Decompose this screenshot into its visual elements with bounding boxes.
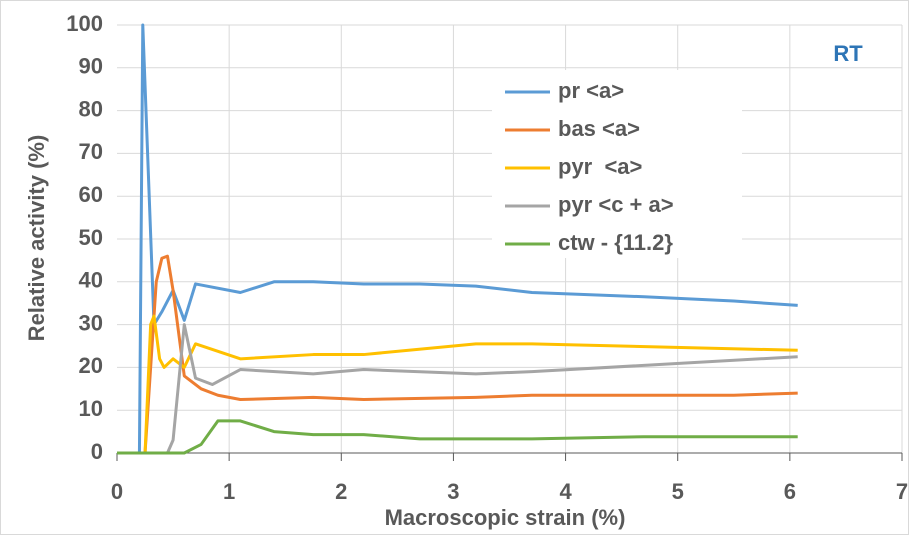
- series-line: [117, 314, 798, 455]
- x-tick-label: 5: [672, 479, 684, 504]
- x-tick-label: 0: [111, 479, 123, 504]
- x-tick-label: 1: [223, 479, 235, 504]
- y-tick-label: 50: [79, 225, 103, 250]
- legend-label: ctw - {11.2}: [558, 230, 673, 255]
- x-axis-title: Macroscopic strain (%): [385, 505, 626, 530]
- series-line: [117, 323, 798, 455]
- y-tick-label: 0: [91, 439, 103, 464]
- x-tick-label: 2: [335, 479, 347, 504]
- legend-label: pyr <a>: [558, 154, 642, 179]
- y-tick-label: 70: [79, 139, 103, 164]
- y-tick-label: 90: [79, 54, 103, 79]
- series-line: [117, 23, 798, 455]
- y-tick-label: 20: [79, 353, 103, 378]
- legend-label: bas <a>: [558, 116, 640, 141]
- x-tick-label: 4: [559, 479, 572, 504]
- y-tick-label: 40: [79, 268, 103, 293]
- y-tick-label: 10: [79, 396, 103, 421]
- x-tick-label: 3: [447, 479, 459, 504]
- y-axis-title: Relative activity (%): [24, 135, 49, 342]
- x-tick-label: 6: [784, 479, 796, 504]
- y-tick-label: 80: [79, 96, 103, 121]
- legend-label: pyr <c + a>: [558, 192, 674, 217]
- legend-label: pr <a>: [558, 78, 624, 103]
- y-tick-label: 60: [79, 182, 103, 207]
- y-tick-label: 100: [66, 11, 103, 36]
- legend-box: [492, 70, 742, 258]
- y-tick-label: 30: [79, 310, 103, 335]
- series-line: [117, 419, 798, 455]
- annotation: RT: [833, 41, 863, 66]
- series-line: [117, 254, 798, 455]
- x-tick-label: 7: [896, 479, 908, 504]
